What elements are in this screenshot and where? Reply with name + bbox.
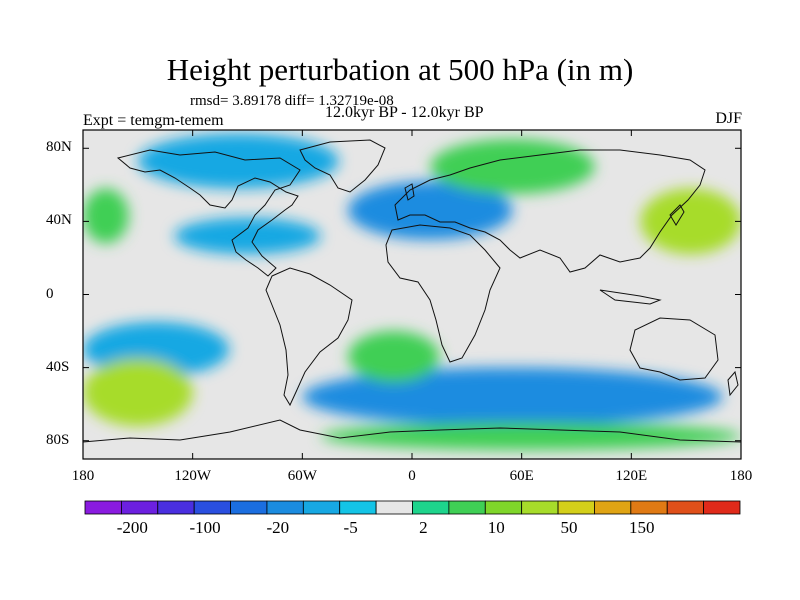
anomaly-north-pacific-positive <box>640 188 741 255</box>
colorbar-label: 50 <box>560 518 578 537</box>
anomaly-southern-ocean-negative <box>302 367 723 427</box>
anomaly-arctic-canada-negative <box>137 133 339 189</box>
lat-tick-label: 80S <box>46 431 70 448</box>
anomaly-antarctic-coast-positive <box>320 422 741 450</box>
colorbar-swatch <box>484 500 523 515</box>
colorbar-swatch <box>703 500 741 515</box>
coastline-south-america <box>265 267 353 407</box>
lon-tick-label: 120W <box>174 468 211 484</box>
colorbar-swatch <box>339 500 377 515</box>
colorbar-label: -5 <box>343 518 358 537</box>
colorbar-label: 10 <box>487 518 505 537</box>
colorbar-swatch <box>120 500 159 515</box>
coastline-africa <box>385 224 501 363</box>
colorbar-swatch <box>594 500 632 515</box>
coastline-antarctica <box>83 419 741 443</box>
coastline-australia <box>629 317 719 381</box>
rmsd-diff-stats: rmsd= 3.89178 diff= 1.32719e-08 <box>190 93 394 109</box>
anomaly-siberia-positive <box>430 139 595 194</box>
colorbar-swatch <box>448 500 486 515</box>
colorbar-label: 150 <box>629 518 655 537</box>
anomaly-shading-layer <box>83 133 741 450</box>
colorbar-swatch <box>84 500 122 515</box>
coastline-north-america <box>116 149 301 277</box>
colorbar-swatch <box>666 500 705 515</box>
coastline-indonesia <box>599 289 662 305</box>
colorbar-swatch <box>266 500 304 515</box>
lon-tick-label: 60W <box>287 468 317 484</box>
lat-tick-label: 0 <box>46 285 54 302</box>
coastline-japan <box>669 204 685 226</box>
coastline-new-zealand <box>727 370 739 397</box>
anomaly-east-pacific-negative <box>174 217 321 255</box>
lon-tick-label: 0 <box>408 468 416 484</box>
map-title: Height perturbation at 500 hPa (in m) <box>166 52 634 87</box>
colorbar-label: -100 <box>189 518 221 537</box>
colorbar-label: -20 <box>266 518 290 537</box>
lon-tick-label: 120E <box>615 468 648 484</box>
lat-tick-label: 80N <box>46 139 72 156</box>
lat-tick-label: 40S <box>46 358 70 375</box>
colorbar <box>84 500 741 515</box>
colorbar-swatch <box>521 500 559 515</box>
coastline-uk <box>404 183 415 201</box>
colorbar-label: 2 <box>419 518 428 537</box>
colorbar-swatch <box>302 500 341 515</box>
coastline-greenland <box>299 139 386 193</box>
colorbar-swatch <box>230 500 268 515</box>
coastlines <box>83 139 741 443</box>
anomaly-north-atlantic-europe-negative <box>348 181 513 240</box>
anomaly-south-pacific-positive <box>83 358 193 427</box>
anomaly-west-pacific-positive <box>83 188 129 244</box>
anomaly-south-atlantic-positive <box>348 331 440 383</box>
lon-tick-label: 180 <box>71 468 95 484</box>
lat-tick-label: 40N <box>46 212 72 229</box>
colorbar-swatch <box>193 500 231 515</box>
coastline-eurasia <box>394 149 706 273</box>
experiment-label: Expt = temgm-temem <box>83 112 224 129</box>
colorbar-swatch <box>412 500 450 515</box>
colorbar-swatch <box>630 500 668 515</box>
colorbar-swatch <box>375 500 413 515</box>
lon-tick-label: 180 <box>729 468 753 484</box>
period-label: 12.0kyr BP - 12.0kyr BP <box>325 104 484 121</box>
axis-ticks <box>82 130 742 459</box>
lon-tick-label: 60E <box>509 468 534 484</box>
colorbar-label: -200 <box>116 518 148 537</box>
colorbar-swatch <box>557 500 595 515</box>
colorbar-swatch <box>157 500 195 515</box>
season-label: DJF <box>715 110 742 127</box>
